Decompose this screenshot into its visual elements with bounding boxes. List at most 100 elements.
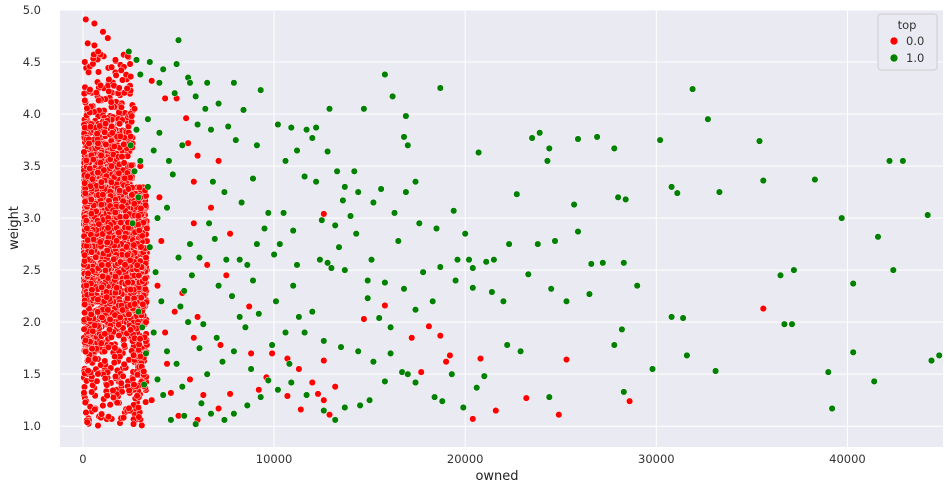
scatter-point <box>119 372 127 380</box>
scatter-point <box>216 341 225 349</box>
scatter-point <box>255 386 263 394</box>
scatter-point <box>620 259 628 267</box>
scatter-point <box>287 124 295 132</box>
scatter-point <box>257 393 265 401</box>
scatter-point <box>128 112 136 120</box>
scatter-point <box>133 392 141 400</box>
scatter-point <box>83 104 91 112</box>
scatter-point <box>88 345 96 353</box>
scatter-point <box>195 254 204 262</box>
scatter-point <box>381 377 389 385</box>
y-tick-label: 1.5 <box>23 367 41 381</box>
scatter-point <box>81 309 89 317</box>
scatter-point <box>118 153 126 161</box>
scatter-point <box>136 335 144 343</box>
scatter-point <box>90 235 98 243</box>
scatter-point <box>243 401 251 409</box>
scatter-point <box>469 284 477 292</box>
scatter-point <box>100 166 108 174</box>
scatter-point <box>276 240 284 248</box>
scatter-point <box>113 237 121 245</box>
scatter-point <box>503 341 511 349</box>
scatter-point <box>136 70 144 79</box>
scatter-point <box>352 230 360 238</box>
scatter-point <box>161 94 169 102</box>
scatter-point <box>165 157 173 165</box>
scatter-point <box>337 343 345 351</box>
scatter-point <box>98 313 106 322</box>
scatter-point <box>274 120 282 129</box>
scatter-point <box>197 399 205 407</box>
scatter-point <box>562 297 571 305</box>
scatter-point <box>182 114 190 122</box>
x-tick-label: 0 <box>79 452 86 466</box>
y-tick-label: 1.0 <box>23 419 41 433</box>
scatter-point <box>137 352 145 360</box>
scatter-point <box>281 328 290 337</box>
scatter-point <box>849 280 857 288</box>
scatter-point <box>312 124 320 132</box>
scatter-point <box>436 84 444 92</box>
scatter-point <box>134 212 142 220</box>
scatter-point <box>543 157 551 165</box>
scatter-point <box>82 408 90 417</box>
scatter-point <box>668 313 676 321</box>
scatter-point <box>107 178 115 186</box>
scatter-point <box>360 105 368 113</box>
scatter-point <box>139 300 147 308</box>
scatter-point <box>585 290 593 298</box>
scatter-point <box>536 129 544 137</box>
scatter-point <box>281 157 290 165</box>
scatter-point <box>453 256 462 264</box>
scatter-point <box>90 41 98 49</box>
scatter-point <box>134 193 142 201</box>
scatter-point <box>264 209 272 217</box>
y-tick-labels: 1.0 1.5 2.0 2.5 3.0 3.5 4.0 4.5 5.0 <box>23 3 41 433</box>
scatter-point <box>547 285 555 293</box>
scatter-point <box>135 413 143 421</box>
scatter-point <box>143 224 151 233</box>
scatter-point <box>473 384 481 392</box>
scatter-point <box>480 372 488 380</box>
scatter-point <box>124 185 132 193</box>
scatter-point <box>389 92 397 100</box>
scatter-point <box>350 167 358 175</box>
scatter-point <box>369 358 377 366</box>
scatter-point <box>207 126 215 134</box>
scatter-point <box>402 188 410 196</box>
scatter-point <box>230 79 238 87</box>
scatter-point <box>103 381 111 389</box>
scatter-point <box>119 306 127 314</box>
scatter-point <box>111 56 119 64</box>
scatter-point <box>387 323 395 331</box>
scatter-point <box>331 416 339 424</box>
x-tick-label: 10000 <box>256 452 293 466</box>
scatter-point <box>324 259 332 267</box>
scatter-point <box>184 318 192 326</box>
scatter-point <box>81 251 89 259</box>
scatter-point <box>293 146 301 155</box>
scatter-point <box>152 268 160 276</box>
scatter-point <box>404 141 412 149</box>
scatter-point <box>295 313 303 321</box>
scatter-point <box>83 224 91 232</box>
scatter-point <box>528 134 536 142</box>
scatter-point <box>715 188 723 196</box>
scatter-point <box>138 232 146 240</box>
scatter-point <box>593 133 601 141</box>
scatter-point <box>622 195 630 203</box>
scatter-point <box>144 183 152 191</box>
scatter-point <box>104 306 112 314</box>
scatter-point <box>849 348 857 356</box>
scatter-point <box>885 157 894 165</box>
scatter-point <box>112 71 120 79</box>
scatter-point <box>84 236 92 244</box>
scatter-point <box>107 333 115 341</box>
scatter-point <box>103 392 111 400</box>
scatter-point <box>146 243 154 251</box>
scatter-point <box>102 140 110 149</box>
scatter-point <box>129 219 137 227</box>
scatter-point <box>218 358 227 366</box>
scatter-point <box>80 389 88 397</box>
scatter-point <box>400 133 408 141</box>
